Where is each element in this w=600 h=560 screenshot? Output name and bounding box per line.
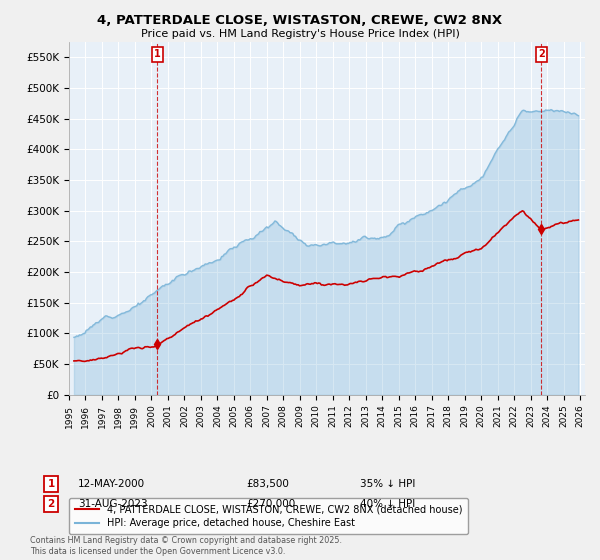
Text: 35% ↓ HPI: 35% ↓ HPI [360,479,415,489]
Text: 31-AUG-2023: 31-AUG-2023 [78,499,148,509]
Text: £83,500: £83,500 [246,479,289,489]
Text: 12-MAY-2000: 12-MAY-2000 [78,479,145,489]
Text: 1: 1 [47,479,55,489]
Text: 1: 1 [154,49,161,59]
Text: Contains HM Land Registry data © Crown copyright and database right 2025.
This d: Contains HM Land Registry data © Crown c… [30,536,342,556]
Text: 2: 2 [47,499,55,509]
Text: £270,000: £270,000 [246,499,295,509]
Text: 2: 2 [538,49,545,59]
Text: 40% ↓ HPI: 40% ↓ HPI [360,499,415,509]
Legend: 4, PATTERDALE CLOSE, WISTASTON, CREWE, CW2 8NX (detached house), HPI: Average pr: 4, PATTERDALE CLOSE, WISTASTON, CREWE, C… [69,498,468,534]
Text: 4, PATTERDALE CLOSE, WISTASTON, CREWE, CW2 8NX: 4, PATTERDALE CLOSE, WISTASTON, CREWE, C… [97,14,503,27]
Text: Price paid vs. HM Land Registry's House Price Index (HPI): Price paid vs. HM Land Registry's House … [140,29,460,39]
